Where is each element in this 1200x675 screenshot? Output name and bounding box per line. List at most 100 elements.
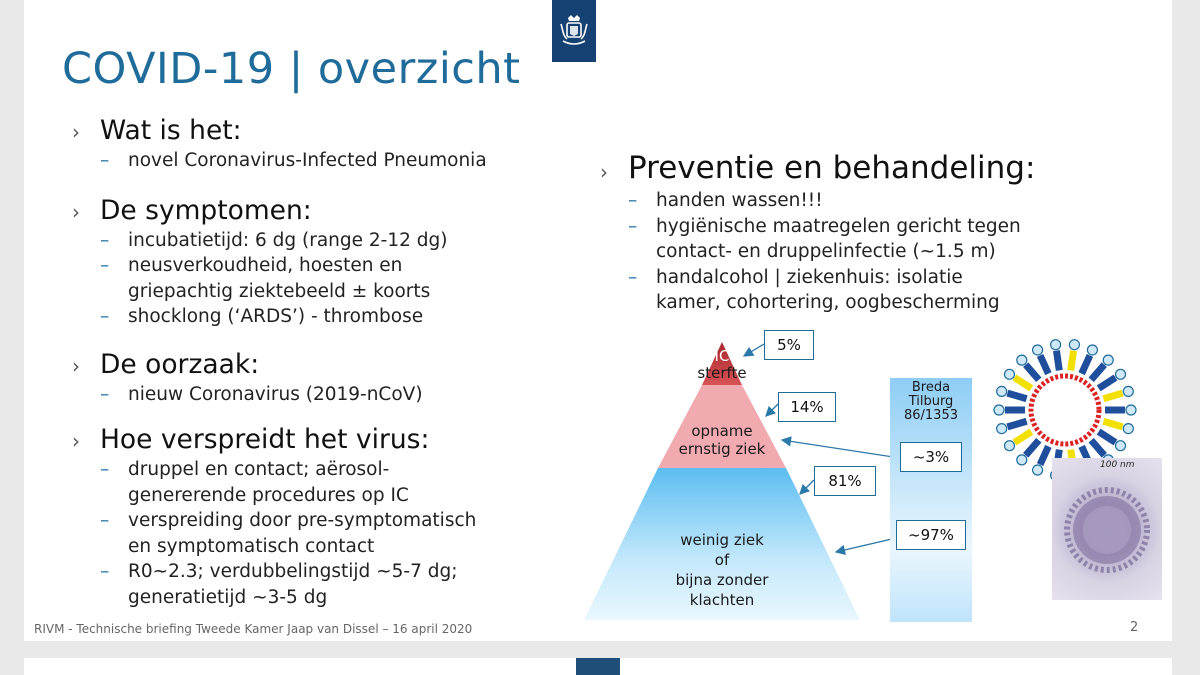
spike-protein: [1078, 353, 1094, 376]
spike-tip: [993, 404, 1005, 416]
bullet-item: – hygiënische maatregelen gericht tegen: [628, 215, 1021, 237]
arrow-5pct: [742, 343, 765, 357]
section-heading: › De oorzaak:: [70, 348, 590, 382]
bullet-item: – novel Coronavirus-Infected Pneumonia: [100, 150, 487, 171]
spike-tip: [1068, 339, 1080, 351]
spike-tip: [996, 385, 1008, 398]
spike-protein: [1096, 374, 1118, 392]
spike-tip: [1003, 368, 1016, 380]
arrow-81pct: [799, 479, 815, 495]
section-heading: › Preventie en behandeling:: [598, 148, 1118, 188]
pyramid-top-band: [702, 342, 742, 385]
spike-protein: [1036, 353, 1052, 376]
spike-protein: [1067, 350, 1078, 371]
section-heading: › Hoe verspreidt het virus:: [70, 423, 590, 457]
pyramid-mid-label: opname ernstig ziek: [678, 422, 766, 458]
spike-protein: [1102, 417, 1124, 431]
bullet-item: – neusverkoudheid, hoesten en: [100, 255, 403, 276]
chevron-right-icon: ›: [72, 429, 80, 453]
spike-protein: [1036, 444, 1052, 467]
chevron-right-icon: ›: [72, 199, 80, 224]
virion-micrograph-icon: [1064, 487, 1150, 573]
spike-protein: [1012, 428, 1034, 446]
pct-box-mild: 81%: [814, 466, 876, 496]
coat-of-arms-icon: [560, 15, 588, 45]
next-slide-logo-strip: [576, 658, 620, 675]
slide-title: COVID-19 | overzicht: [62, 44, 521, 94]
spike-protein: [1006, 389, 1028, 403]
pct-box-breda-hospital: ~3%: [900, 442, 962, 472]
bullet-item: – R0~2.3; verdubbelingstijd ~5-7 dg;: [100, 561, 458, 582]
section-symptoms: › De symptomen: – incubatietijd: 6 dg (ran…: [70, 194, 590, 330]
spike-protein: [1088, 362, 1107, 383]
bullet-item: – nieuw Coronavirus (2019-nCoV): [100, 383, 423, 405]
pyramid-bottom-band: [584, 468, 860, 620]
section-cause: › De oorzaak: – nieuw Coronavirus (2019-nC…: [70, 348, 590, 408]
spike-protein: [1006, 417, 1028, 431]
bullet-item-continuation: kamer, cohortering, oogbescherming: [656, 292, 1000, 313]
next-slide-edge: [24, 658, 1172, 675]
section-heading: › De symptomen:: [70, 194, 590, 228]
spike-tip: [1122, 422, 1134, 435]
government-logo: [552, 0, 596, 62]
bullet-item: – handen wassen!!!: [628, 190, 823, 211]
bullet-item: – shocklong (‘ARDS’) - thrombose: [100, 306, 424, 327]
bullet-item-continuation: griepachtig ziektebeeld ± koorts: [128, 280, 431, 302]
section-prevention: › Preventie en behandeling: – handen wasse…: [598, 148, 1118, 316]
bullet-item: – incubatietijd: 6 dg (range 2-12 dg): [100, 229, 448, 251]
spike-protein: [1102, 389, 1124, 403]
spike-tip: [1003, 440, 1016, 452]
spike-protein: [1023, 362, 1042, 383]
spike-tip: [1125, 404, 1137, 416]
arrow-14pct: [765, 403, 779, 417]
section-spread: › Hoe verspreidt het virus: – druppel en c…: [70, 423, 590, 610]
chevron-right-icon: ›: [72, 120, 80, 144]
bullet-item-continuation: generatietijd ~3-5 dg: [128, 586, 328, 608]
rna-ring: [1028, 373, 1102, 447]
spike-tip: [996, 422, 1008, 435]
pct-box-breda-mild: ~97%: [896, 520, 966, 550]
virus-core: [1039, 384, 1091, 436]
spike-tip: [1114, 440, 1127, 452]
footer-text: RIVM - Technische briefing Tweede Kamer …: [34, 622, 473, 636]
slide: [24, 0, 1172, 641]
spike-tip: [1050, 339, 1062, 351]
chevron-right-icon: ›: [600, 160, 608, 184]
spike-tip: [1122, 385, 1134, 398]
pyramid-top-label: IC sterfte: [697, 347, 747, 382]
spike-tip: [1086, 344, 1099, 356]
spike-protein: [1023, 437, 1042, 458]
bullet-item-continuation: contact- en druppelinfectie (~1.5 m): [656, 241, 996, 262]
bullet-item: – druppel en contact; aërosol-: [100, 459, 390, 480]
pct-box-hospital: 14%: [778, 392, 836, 422]
page-number: 2: [1130, 620, 1139, 635]
arrow-3pct: [780, 436, 901, 459]
section-heading: › Wat is het:: [70, 114, 590, 148]
pyramid-bottom-label: weinig ziek of bijna zonder klachten: [675, 531, 769, 609]
arrow-97pct: [834, 537, 897, 555]
right-column: › Preventie en behandeling: – handen wasse…: [598, 148, 1118, 316]
pct-box-ic: 5%: [764, 330, 814, 360]
spike-protein: [1088, 437, 1107, 458]
bullet-item: – handalcohol | ziekenhuis: isolatie: [628, 266, 963, 288]
scale-bar-label: 100 nm: [1100, 460, 1135, 470]
spike-tip: [1102, 354, 1114, 366]
spike-tip: [1016, 354, 1028, 366]
spike-tip: [1114, 368, 1127, 380]
spike-tip: [1031, 344, 1044, 356]
bullet-item: – verspreiding door pre-symptomatisch: [100, 510, 477, 531]
pyramid-mid-band: [658, 385, 786, 468]
left-column: › Wat is het: – novel Coronavirus-Infected…: [70, 114, 590, 610]
bullet-item-continuation: genererende procedures op IC: [128, 484, 409, 506]
bullet-item-continuation: en symptomatisch contact: [128, 535, 375, 557]
section-what: › Wat is het: – novel Coronavirus-Infected…: [70, 114, 590, 174]
chevron-right-icon: ›: [72, 353, 80, 378]
breda-tilburg-label: Breda Tilburg 86/1353: [903, 380, 958, 423]
spike-tip: [1031, 464, 1044, 476]
spike-tip: [1016, 454, 1028, 466]
spike-protein: [1096, 428, 1118, 446]
breda-tilburg-bar: [890, 378, 972, 622]
spike-protein: [1052, 350, 1063, 371]
